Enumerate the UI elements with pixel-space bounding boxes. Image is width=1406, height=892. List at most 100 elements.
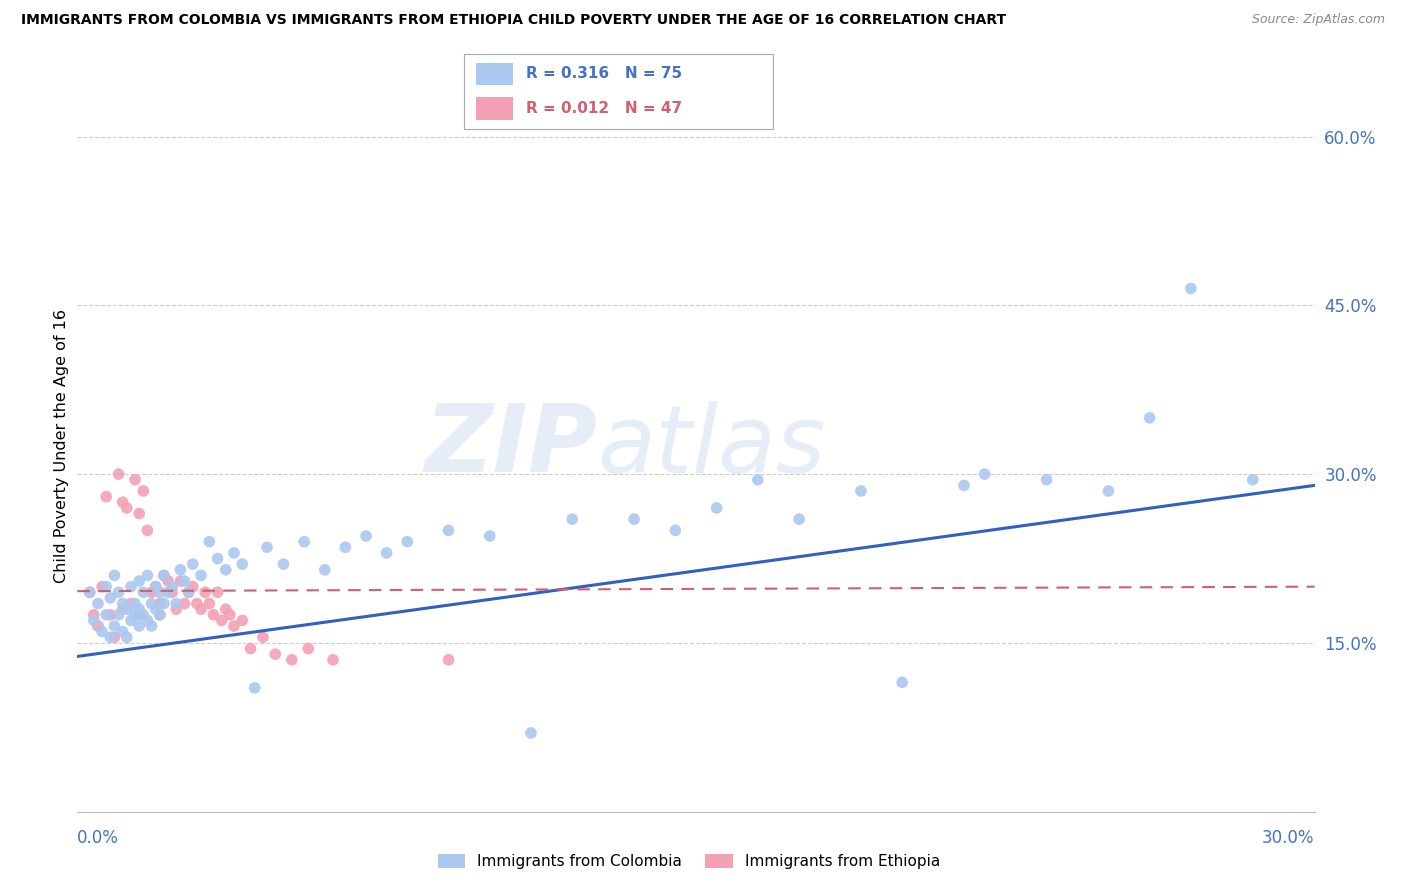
- Bar: [477, 62, 513, 86]
- Text: 30.0%: 30.0%: [1263, 829, 1315, 847]
- Point: [706, 500, 728, 515]
- Point: [623, 512, 645, 526]
- Point: [107, 467, 129, 482]
- Point: [153, 597, 176, 611]
- Point: [132, 585, 155, 599]
- Point: [243, 681, 266, 695]
- Point: [354, 529, 377, 543]
- Point: [787, 512, 810, 526]
- Point: [149, 607, 172, 622]
- Point: [96, 580, 118, 594]
- Point: [128, 619, 150, 633]
- Point: [437, 524, 460, 538]
- Point: [98, 607, 121, 622]
- Point: [177, 585, 200, 599]
- Point: [115, 500, 138, 515]
- Point: [145, 602, 167, 616]
- Point: [136, 524, 159, 538]
- Point: [132, 607, 155, 622]
- Point: [215, 602, 238, 616]
- Point: [91, 580, 114, 594]
- Point: [115, 602, 138, 616]
- Point: [87, 619, 110, 633]
- Point: [520, 726, 543, 740]
- Point: [149, 597, 172, 611]
- Point: [173, 597, 195, 611]
- Point: [207, 585, 229, 599]
- Point: [181, 580, 204, 594]
- Point: [83, 607, 105, 622]
- Point: [79, 585, 101, 599]
- Point: [215, 563, 238, 577]
- Point: [292, 534, 315, 549]
- Point: [252, 630, 274, 644]
- Point: [194, 585, 217, 599]
- Point: [1139, 410, 1161, 425]
- Point: [136, 614, 159, 628]
- Point: [124, 607, 146, 622]
- Point: [128, 574, 150, 588]
- Point: [111, 624, 134, 639]
- Point: [128, 507, 150, 521]
- Point: [87, 597, 110, 611]
- Point: [132, 483, 155, 498]
- Point: [149, 607, 172, 622]
- Point: [165, 597, 187, 611]
- Point: [91, 624, 114, 639]
- Point: [186, 597, 208, 611]
- Point: [141, 619, 163, 633]
- Point: [297, 641, 319, 656]
- Point: [128, 602, 150, 616]
- Point: [437, 653, 460, 667]
- Point: [231, 614, 253, 628]
- Point: [83, 614, 105, 628]
- Point: [198, 534, 221, 549]
- Point: [1180, 281, 1202, 295]
- Point: [120, 580, 142, 594]
- Point: [96, 607, 118, 622]
- Point: [160, 580, 183, 594]
- Point: [157, 574, 180, 588]
- Point: [561, 512, 583, 526]
- Point: [120, 597, 142, 611]
- Point: [165, 602, 187, 616]
- Point: [190, 602, 212, 616]
- Point: [207, 551, 229, 566]
- Point: [120, 614, 142, 628]
- Point: [181, 557, 204, 571]
- Point: [1035, 473, 1057, 487]
- Point: [115, 630, 138, 644]
- Y-axis label: Child Poverty Under the Age of 16: Child Poverty Under the Age of 16: [53, 309, 69, 583]
- Point: [124, 597, 146, 611]
- Point: [849, 483, 872, 498]
- Point: [153, 568, 176, 582]
- Point: [273, 557, 295, 571]
- Point: [141, 597, 163, 611]
- Text: R = 0.012   N = 47: R = 0.012 N = 47: [526, 102, 682, 116]
- Point: [281, 653, 304, 667]
- Point: [111, 597, 134, 611]
- Point: [145, 580, 167, 594]
- Point: [478, 529, 501, 543]
- Point: [79, 585, 101, 599]
- Bar: [477, 97, 513, 120]
- Point: [190, 568, 212, 582]
- Legend: Immigrants from Colombia, Immigrants from Ethiopia: Immigrants from Colombia, Immigrants fro…: [432, 847, 946, 875]
- Point: [198, 597, 221, 611]
- Point: [124, 473, 146, 487]
- Point: [322, 653, 344, 667]
- Point: [149, 585, 172, 599]
- Point: [396, 534, 419, 549]
- Point: [157, 585, 180, 599]
- Point: [222, 619, 245, 633]
- Point: [103, 630, 125, 644]
- Point: [153, 568, 176, 582]
- Point: [136, 568, 159, 582]
- Point: [264, 647, 287, 661]
- Point: [169, 574, 191, 588]
- Point: [107, 607, 129, 622]
- Text: IMMIGRANTS FROM COLOMBIA VS IMMIGRANTS FROM ETHIOPIA CHILD POVERTY UNDER THE AGE: IMMIGRANTS FROM COLOMBIA VS IMMIGRANTS F…: [21, 13, 1007, 28]
- Text: R = 0.316   N = 75: R = 0.316 N = 75: [526, 67, 682, 81]
- Point: [98, 630, 121, 644]
- Point: [375, 546, 398, 560]
